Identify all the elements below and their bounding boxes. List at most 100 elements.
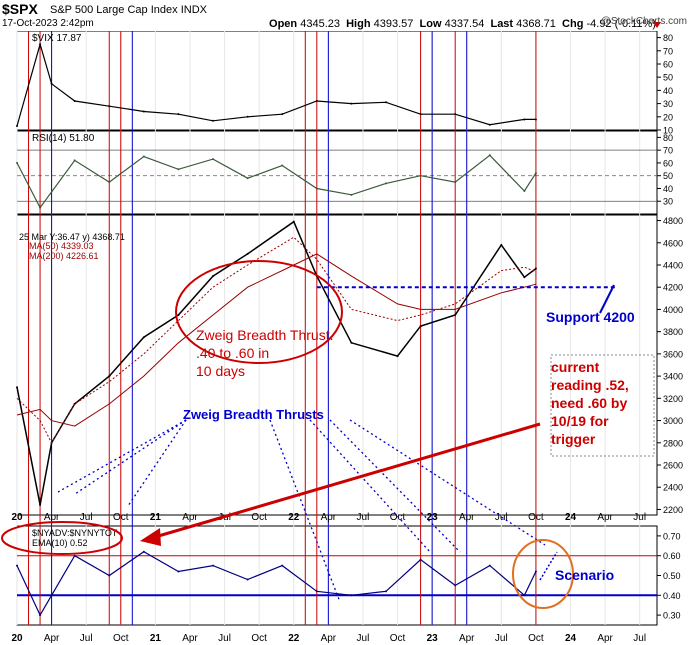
breadth-line-point: [212, 564, 215, 567]
rsi-line-point: [108, 181, 111, 184]
y-tick-label: 10: [663, 126, 673, 136]
breadth-ema-label: EMA(10) 0.52: [32, 538, 88, 548]
x-tick-label: Apr: [459, 512, 475, 523]
zweig-pointer: [329, 419, 461, 553]
rsi-line-point: [534, 172, 537, 175]
rsi-line-point: [39, 206, 42, 209]
zweig-title-1: Zweig Breadth Thrust.: [196, 327, 333, 343]
zweig-thrusts-label: Zweig Breadth Thrusts: [183, 407, 324, 422]
breadth-line-point: [419, 558, 422, 561]
x-tick-label: Oct: [251, 512, 267, 523]
vix-line-point: [108, 105, 111, 108]
rsi-line-point: [385, 182, 388, 185]
symbol[interactable]: $SPX: [2, 1, 38, 17]
vix-line-point: [39, 43, 42, 46]
rsi-line-point: [142, 155, 145, 158]
rsi-line-point: [212, 158, 215, 161]
x-tick-label: Oct: [251, 633, 267, 644]
ma-line: [16, 236, 537, 444]
index-name: S&P 500 Large Cap Index INDX: [50, 4, 207, 16]
x-tick-label: Apr: [44, 512, 60, 523]
breadth-line-point: [454, 584, 457, 587]
vix-line-point: [315, 99, 318, 102]
price-line-point: [142, 336, 145, 339]
quote-date: 17-Oct-2023 2:42pm: [2, 18, 94, 29]
y-tick-label: 50: [663, 171, 673, 181]
current-text: 10/19 for: [551, 413, 609, 429]
ma-legend: MA(200) 4226.61: [29, 251, 99, 261]
x-tick-label: Apr: [597, 512, 613, 523]
y-tick-label: 80: [663, 133, 673, 143]
scenario-label: Scenario: [555, 567, 614, 583]
current-text: need .60 by: [551, 395, 627, 411]
brand-watermark: @StockCharts.com: [600, 16, 687, 27]
price-line-point: [177, 314, 180, 316]
y-tick-label: 0.40: [663, 591, 681, 601]
panel-2: [16, 130, 658, 215]
y-tick-label: 40: [663, 86, 673, 96]
y-tick-label: 3800: [663, 327, 683, 337]
x-tick-label: Apr: [459, 633, 475, 644]
support-arrow: [599, 284, 615, 314]
rsi-line-point: [246, 177, 249, 180]
zweig-pointer: [349, 419, 546, 546]
vix-line: [16, 42, 536, 127]
y-tick-label: 0.50: [663, 571, 681, 581]
x-tick-label: 20: [11, 633, 23, 644]
price-line-point: [108, 375, 111, 378]
y-tick-label: 60: [663, 60, 673, 70]
x-tick-label: Jul: [80, 512, 93, 523]
price-line-point: [396, 355, 399, 358]
x-tick-label: Oct: [528, 512, 544, 523]
vix-line-point: [142, 110, 145, 113]
x-tick-label: 22: [288, 633, 300, 644]
y-tick-label: 4800: [663, 216, 683, 226]
quote-summary: Open 4345.23 High 4393.57 Low 4337.54 La…: [269, 18, 656, 30]
price-line-point: [292, 220, 295, 223]
zweig-pointer: [74, 419, 187, 495]
y-tick-label: 2200: [663, 505, 683, 515]
x-tick-label: Jul: [357, 633, 370, 644]
vix-line-point: [534, 118, 537, 121]
y-tick-label: 50: [663, 73, 673, 83]
vix-line-point: [385, 101, 388, 104]
zweig-pointer: [127, 419, 187, 507]
rsi-line-point: [177, 168, 180, 171]
breadth-line-point: [350, 594, 353, 597]
current-box: [550, 354, 655, 457]
x-tick-label: 21: [150, 633, 162, 644]
x-tick-label: Jul: [633, 633, 646, 644]
x-tick-label: Jul: [357, 512, 370, 523]
breadth-line-point: [73, 554, 76, 557]
breadth-line-point: [315, 590, 318, 593]
breadth-line-point: [39, 614, 42, 617]
rsi-line-point: [16, 161, 18, 164]
scenario-arrow: [539, 551, 558, 581]
vix-line-point: [419, 113, 422, 116]
y-tick-label: 4400: [663, 261, 683, 271]
x-tick-label: 23: [427, 633, 439, 644]
x-tick-label: 21: [150, 512, 162, 523]
big-red-arrow: [154, 422, 541, 539]
breadth-line-point: [281, 564, 284, 567]
rsi-line-point: [315, 187, 318, 190]
x-tick-label: Jul: [495, 633, 508, 644]
panel-3: [16, 214, 658, 516]
vix-line-point: [523, 118, 526, 121]
breadth-line-point: [523, 594, 526, 597]
x-tick-label: 20: [11, 512, 23, 523]
y-tick-label: 3200: [663, 394, 683, 404]
rsi-line-point: [523, 190, 526, 193]
y-tick-label: 0.30: [663, 611, 681, 621]
x-tick-label: Oct: [113, 633, 129, 644]
y-tick-label: 70: [663, 146, 673, 156]
big-red-arrowhead: [140, 528, 161, 546]
y-tick-label: 3600: [663, 349, 683, 359]
panel-1: [16, 31, 658, 131]
price-label: 25 Mar Y:36.47 y) 4368.71: [19, 232, 125, 242]
x-tick-label: Jul: [218, 633, 231, 644]
breadth-line-point: [177, 570, 180, 573]
rsi-line-point: [454, 181, 457, 184]
stock-chart[interactable]: 20 20 Apr Apr Jul Jul Oct Oct 21 21 Apr Apr Jul Jul Oc…: [0, 31, 691, 645]
vix-line-point: [73, 99, 76, 102]
